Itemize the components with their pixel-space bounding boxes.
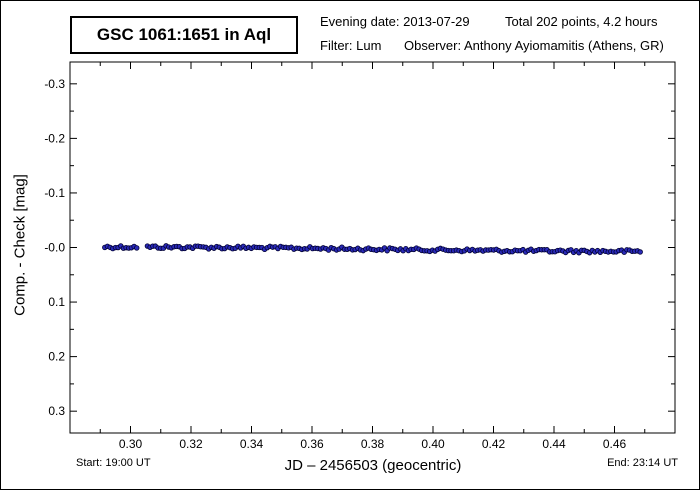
data-point bbox=[134, 245, 140, 251]
total-points: Total 202 points, 4.2 hours bbox=[505, 14, 658, 29]
y-tick-label: -0.0 bbox=[44, 241, 65, 255]
y-axis-label: Comp. - Check [mag] bbox=[11, 174, 29, 316]
data-point bbox=[637, 249, 643, 255]
y-tick-label: 0.2 bbox=[48, 350, 65, 364]
observer-label: Observer: Anthony Ayiomamitis (Athens, G… bbox=[404, 38, 664, 53]
x-tick-label: 0.42 bbox=[482, 437, 506, 451]
filter-label: Filter: Lum bbox=[320, 38, 382, 53]
y-tick-label: 0.1 bbox=[48, 295, 65, 309]
x-tick-label: 0.34 bbox=[240, 437, 264, 451]
y-tick-label: -0.2 bbox=[44, 131, 65, 145]
evening-date: Evening date: 2013-07-29 bbox=[320, 14, 470, 29]
x-tick-label: 0.40 bbox=[421, 437, 445, 451]
y-tick-label: 0.3 bbox=[48, 404, 65, 418]
y-axis-ticks: -0.3 -0.2 -0.1 -0.0 0.1 0.2 0.3 bbox=[44, 77, 675, 418]
x-tick-label: 0.44 bbox=[542, 437, 566, 451]
x-tick-label: 0.38 bbox=[361, 437, 385, 451]
x-axis-ticks: 0.30 0.32 0.34 0.36 0.38 0.40 0.42 0.44 0.46 bbox=[69, 62, 676, 451]
x-tick-label: 0.32 bbox=[179, 437, 203, 451]
x-tick-label: 0.36 bbox=[300, 437, 324, 451]
y-tick-label: -0.3 bbox=[44, 77, 65, 91]
x-tick-label: 0.30 bbox=[119, 437, 143, 451]
x-axis-label: JD – 2456503 (geocentric) bbox=[284, 457, 462, 474]
x-tick-label: 0.46 bbox=[603, 437, 627, 451]
end-time: End: 23:14 UT bbox=[607, 457, 678, 469]
y-tick-label: -0.1 bbox=[44, 186, 65, 200]
chart-title: GSC 1061:1651 in Aql bbox=[70, 16, 298, 54]
start-time: Start: 19:00 UT bbox=[76, 457, 151, 469]
data-points bbox=[102, 243, 643, 256]
